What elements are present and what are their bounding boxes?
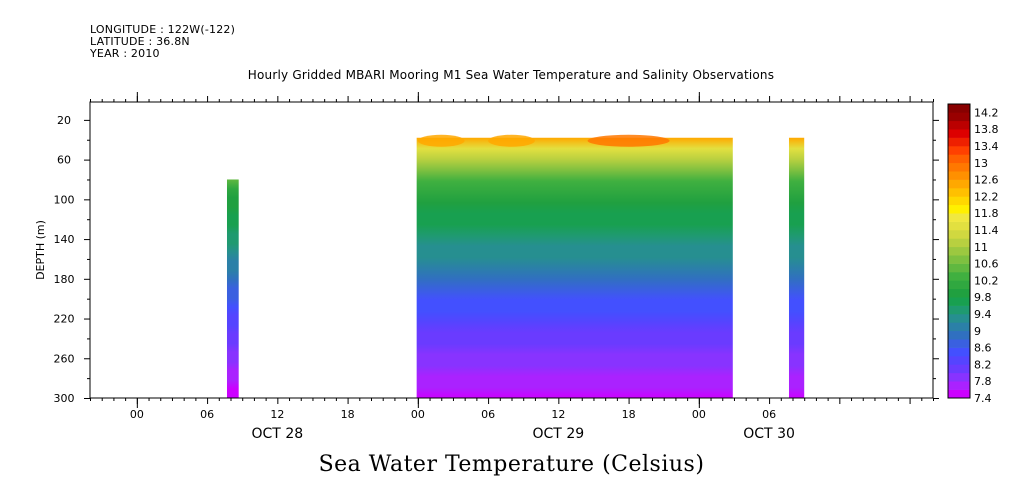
colorbar-swatch: [948, 305, 970, 315]
colorbar-swatch: [948, 246, 970, 256]
colorbar-label: 12.2: [974, 190, 999, 203]
x-tick-label: 18: [341, 408, 355, 421]
colorbar-label: 13.8: [974, 123, 999, 136]
data-blocks: [226, 134, 805, 398]
colorbar-swatch: [948, 356, 970, 365]
variable-title: Sea Water Temperature (Celsius): [318, 452, 705, 477]
colorbar-swatch: [948, 381, 970, 390]
axis-ticks: 00 06 12 18 00 06 12 18 00 06 OCT 28 OCT 29 OCT 30 20…: [34, 92, 939, 442]
y-tick-label: 60: [57, 154, 71, 167]
x-tick-label: 00: [130, 408, 144, 421]
colorbar-swatch: [948, 179, 970, 189]
y-tick-label: 220: [54, 313, 75, 326]
colorbar-label: 7.4: [974, 392, 992, 405]
warm-surface-patch: [587, 134, 670, 147]
colorbar-label: 10.2: [974, 274, 999, 287]
x-tick-label: 12: [551, 408, 565, 421]
colorbar-swatch: [948, 280, 970, 290]
year-label: YEAR : 2010: [90, 47, 160, 60]
colorbar-label: 11.8: [974, 207, 999, 220]
colorbar-label: 12.6: [974, 174, 999, 187]
y-axis-label: DEPTH (m): [34, 220, 47, 280]
colorbar-swatch: [948, 297, 970, 306]
colorbar-label: 8.6: [974, 342, 992, 355]
data-block: [226, 179, 239, 398]
colorbar-swatch: [948, 339, 970, 348]
colorbar-swatch: [948, 372, 970, 382]
colorbar-swatch: [948, 364, 970, 374]
colorbar-label: 9: [974, 325, 981, 338]
y-tick-label: 140: [54, 233, 75, 246]
colorbar-swatch: [948, 255, 970, 264]
colorbar-swatch: [948, 146, 970, 155]
colorbar-swatch: [948, 272, 970, 281]
chart-title: Hourly Gridded MBARI Mooring M1 Sea Wate…: [247, 68, 775, 82]
colorbar-swatch: [948, 238, 970, 248]
latitude-label: LATITUDE : 36.8N: [90, 35, 190, 48]
warm-surface-patch: [417, 134, 465, 147]
x-tick-label: 06: [200, 408, 214, 421]
colorbar-label: 9.8: [974, 291, 992, 304]
colorbar-swatch: [948, 137, 970, 147]
colorbar-label: 7.8: [974, 375, 992, 388]
colorbar-swatch: [948, 347, 970, 357]
colorbar-swatch: [948, 188, 970, 197]
colorbar-swatch: [948, 154, 970, 164]
y-tick-label: 180: [54, 273, 75, 286]
colorbar-swatch: [948, 196, 970, 206]
data-block: [788, 137, 805, 398]
warm-surface-patch: [488, 134, 535, 147]
day-label: OCT 28: [252, 426, 304, 442]
colorbar: 14.2 13.8 13.4 13 12.6 12.2 11.8 11.4 11 10.6 10.2…: [947, 103, 999, 405]
x-tick-label: 00: [411, 408, 425, 421]
colorbar-swatch: [948, 330, 970, 340]
colorbar-label: 14.2: [974, 106, 999, 119]
colorbar-swatch: [948, 162, 970, 172]
colorbar-label: 13.4: [974, 140, 999, 153]
y-tick-label: 260: [54, 352, 75, 365]
colorbar-swatch: [948, 104, 970, 113]
colorbar-border: [947, 103, 971, 399]
colorbar-swatch: [948, 221, 970, 231]
day-label: OCT 29: [533, 426, 585, 442]
colorbar-label: 11: [974, 241, 988, 254]
colorbar-label: 11.4: [974, 224, 999, 237]
colorbar-swatch: [948, 314, 970, 323]
colorbar-label: 10.6: [974, 258, 999, 271]
x-tick-label: 06: [762, 408, 776, 421]
colorbar-label: 13: [974, 157, 988, 170]
colorbar-swatch: [948, 120, 970, 130]
colorbar-swatch: [948, 112, 970, 122]
colorbar-swatch: [948, 263, 970, 273]
y-tick-label: 20: [57, 114, 71, 127]
colorbar-swatch: [948, 213, 970, 222]
colorbar-label: 9.4: [974, 308, 992, 321]
x-tick-label: 12: [270, 408, 284, 421]
colorbar-swatch: [948, 129, 970, 138]
colorbar-swatch: [948, 322, 970, 332]
colorbar-swatch: [948, 171, 970, 180]
y-tick-label: 300: [54, 392, 75, 405]
x-tick-label: 00: [692, 408, 706, 421]
data-block: [416, 137, 733, 398]
colorbar-swatch: [948, 230, 970, 239]
longitude-label: LONGITUDE : 122W(-122): [90, 23, 236, 36]
colorbar-swatch: [948, 389, 970, 399]
x-tick-label: 06: [481, 408, 495, 421]
y-tick-label: 100: [54, 193, 75, 206]
day-label: OCT 30: [743, 426, 795, 442]
colorbar-swatch: [948, 204, 970, 214]
colorbar-swatch: [948, 288, 970, 298]
colorbar-label: 8.2: [974, 358, 992, 371]
x-tick-label: 18: [622, 408, 636, 421]
